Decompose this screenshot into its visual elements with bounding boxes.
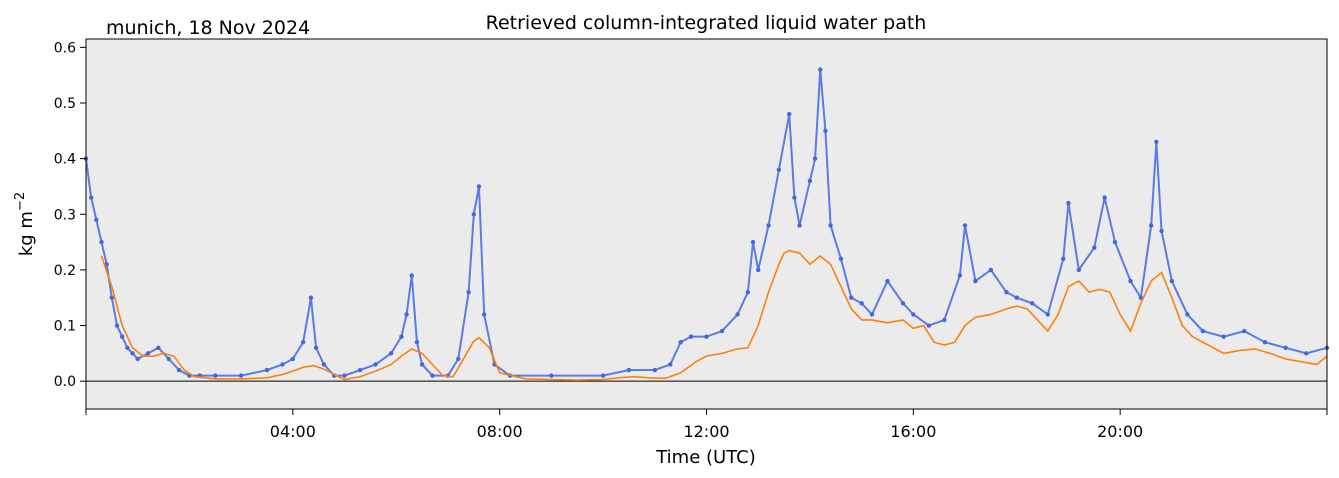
x-tick-label: 04:00 (270, 422, 316, 441)
svg-text:kg m−2: kg m−2 (13, 192, 37, 256)
y-axis-label: kg m−2 (13, 192, 37, 256)
y-axis-label-unit: kg m (16, 211, 37, 256)
x-tick-label: 08:00 (477, 422, 523, 441)
lwp-scatter-points (83, 67, 1330, 378)
y-tick-label: 0.2 (54, 263, 76, 279)
axis-ticks: 04:00 08:00 12:00 16:00 20:00 0.0 0.1 0.2 0.3 0.4… (54, 40, 1328, 441)
plot-area (86, 39, 1327, 409)
lwp-scatter-envelope (85, 69, 1328, 377)
y-tick-label: 0.6 (54, 40, 76, 56)
x-axis-label: Time (UTC) (655, 447, 756, 468)
chart-subtitle: munich, 18 Nov 2024 (106, 17, 310, 39)
y-tick-label: 0.1 (54, 319, 76, 335)
x-tick-label: 12:00 (683, 422, 729, 441)
y-tick-label: 0.4 (54, 152, 76, 168)
y-tick-label: 0.5 (54, 96, 76, 112)
smoothed-lwp-line (100, 249, 1328, 381)
x-tick-label: 16:00 (890, 422, 936, 441)
x-tick-label: 20:00 (1097, 422, 1143, 441)
y-tick-label: 0.0 (54, 374, 76, 390)
y-axis-label-exponent: −2 (13, 192, 28, 211)
chart-title: Retrieved column-integrated liquid water… (486, 12, 927, 34)
y-tick-label: 0.3 (54, 207, 76, 223)
